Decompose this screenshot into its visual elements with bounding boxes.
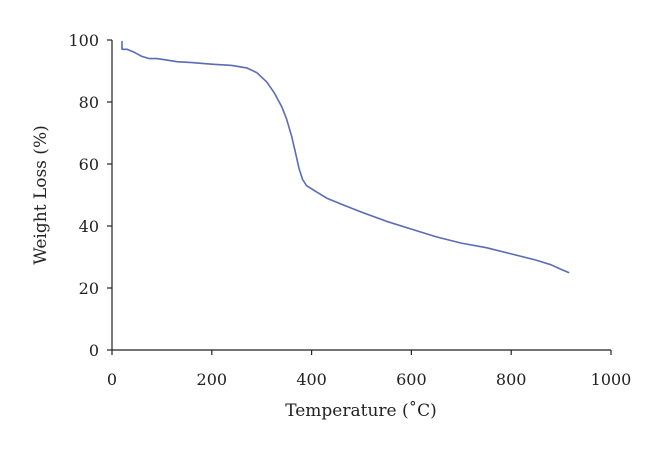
y-tick-label: 20 (79, 279, 99, 298)
y-tick-label: 80 (79, 93, 99, 112)
y-tick-label: 60 (79, 155, 99, 174)
y-tick-label: 100 (68, 31, 99, 50)
series-layer (121, 40, 570, 274)
x-tick-label: 1000 (591, 370, 632, 389)
x-tick-label: 600 (396, 370, 427, 389)
weight-loss-curve (121, 40, 570, 274)
x-tick-label: 0 (107, 370, 117, 389)
y-tick-label: 40 (79, 217, 99, 236)
axes (111, 40, 611, 351)
y-axis-title: Weight Loss (%) (31, 125, 51, 264)
y-ticks: 0 20 40 60 80 100 (68, 31, 112, 360)
x-tick-label: 400 (296, 370, 327, 389)
x-axis-title: Temperature (˚C) (285, 401, 437, 421)
x-tick-label: 200 (197, 370, 228, 389)
x-tick-label: 800 (496, 370, 527, 389)
x-ticks: 0 200 400 600 800 1000 (107, 350, 631, 389)
y-tick-label: 0 (89, 341, 99, 360)
